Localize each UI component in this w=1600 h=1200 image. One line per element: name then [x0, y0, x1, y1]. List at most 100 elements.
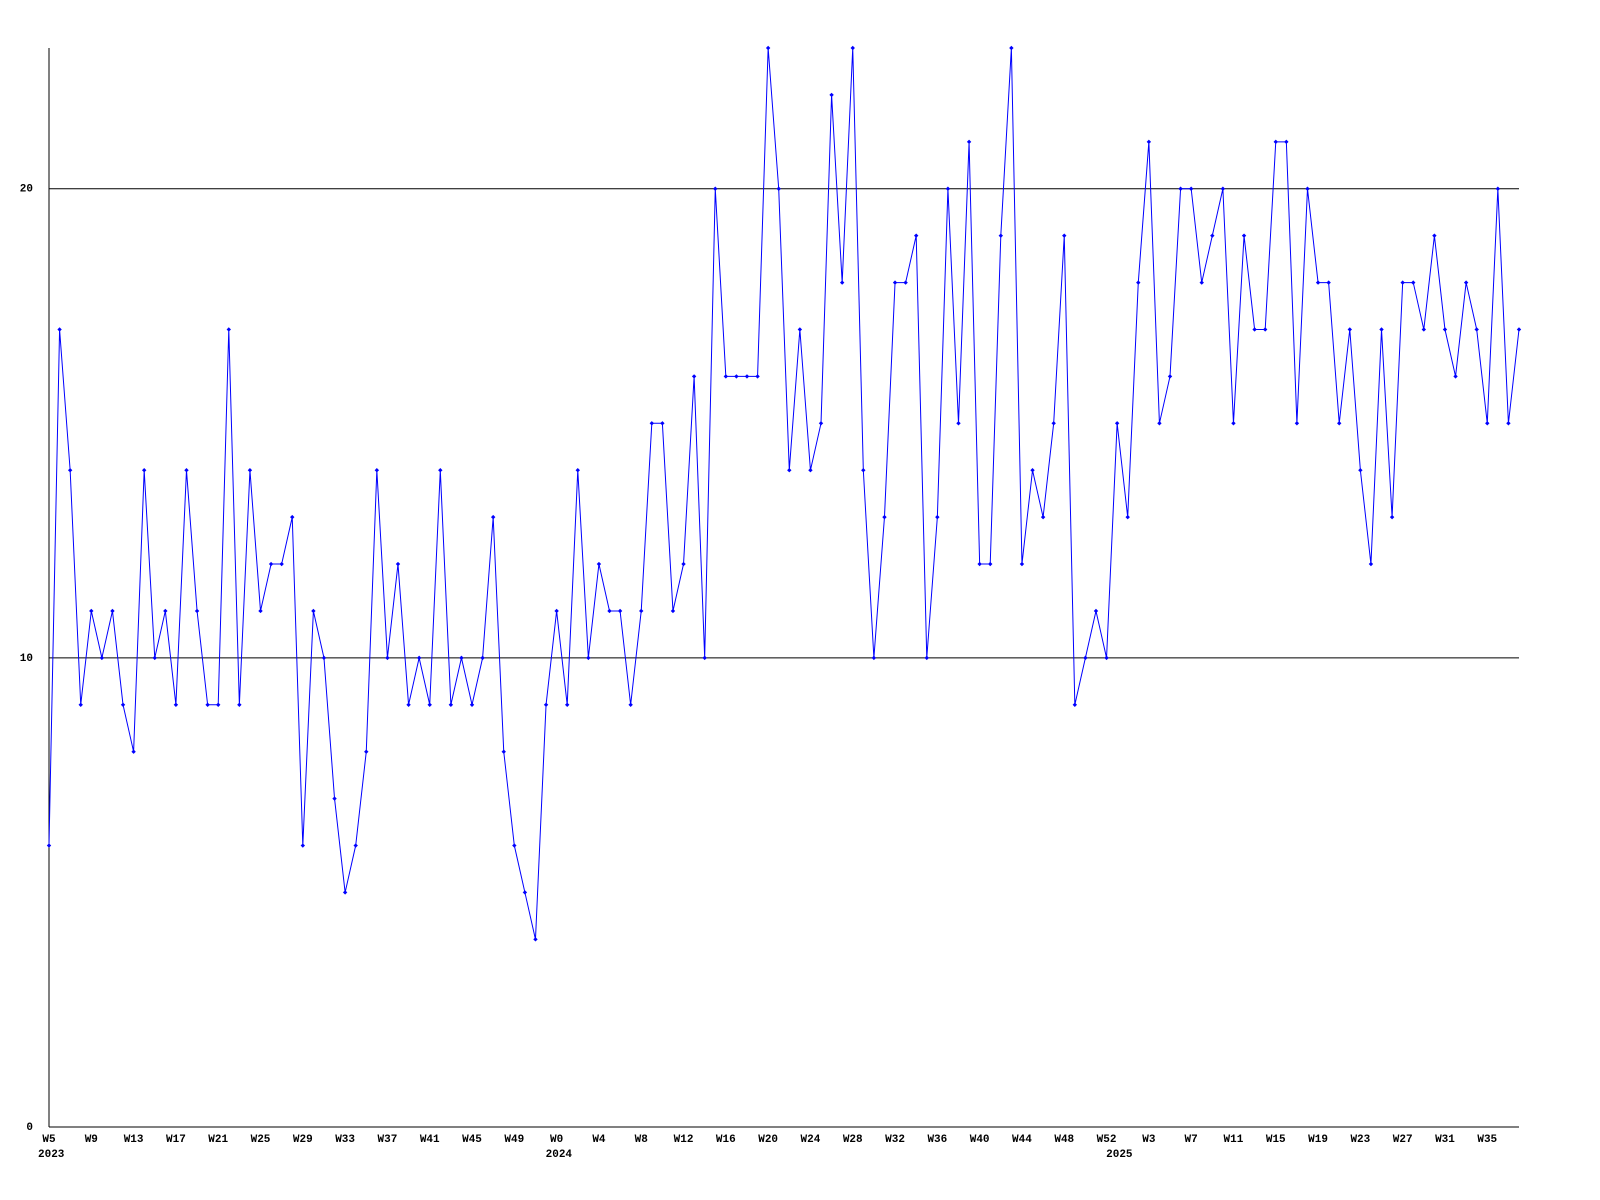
data-point	[1506, 421, 1511, 426]
data-point	[57, 327, 62, 332]
x-tick-label: W52	[1097, 1134, 1117, 1146]
data-point	[1432, 233, 1437, 238]
x-year-label: 2025	[1106, 1149, 1133, 1161]
y-tick-label: 20	[20, 184, 33, 196]
data-point	[1315, 280, 1321, 285]
data-point	[141, 468, 147, 473]
data-point	[99, 655, 105, 661]
data-point	[681, 561, 686, 567]
data-point	[448, 702, 454, 707]
data-point	[1009, 45, 1014, 51]
data-point	[395, 561, 401, 567]
data-point	[490, 514, 496, 520]
x-tick-label: W35	[1477, 1134, 1497, 1146]
x-tick-label: W29	[293, 1134, 313, 1146]
data-point	[1305, 186, 1310, 191]
data-point	[882, 514, 887, 520]
data-point	[808, 468, 813, 473]
data-point	[1294, 421, 1300, 426]
data-point	[1400, 280, 1405, 285]
x-tick-label: W8	[635, 1134, 649, 1146]
x-tick-label: W48	[1054, 1134, 1074, 1146]
data-point	[173, 702, 179, 707]
data-point	[120, 702, 126, 707]
x-tick-label: W5	[42, 1134, 56, 1146]
data-point	[1083, 655, 1088, 661]
data-point	[332, 796, 337, 801]
data-point	[1093, 608, 1099, 614]
data-point	[1072, 702, 1078, 707]
data-point	[163, 608, 168, 614]
x-tick-label: W15	[1266, 1134, 1286, 1146]
x-tick-label: W11	[1224, 1134, 1244, 1146]
data-point	[1495, 186, 1501, 191]
x-tick-label: W36	[927, 1134, 947, 1146]
data-point	[607, 608, 612, 614]
data-point	[818, 421, 824, 426]
x-tick-label: W12	[674, 1134, 694, 1146]
data-point	[321, 655, 327, 661]
data-point	[67, 468, 73, 473]
data-point	[1516, 327, 1522, 332]
x-tick-label: W7	[1185, 1134, 1198, 1146]
x-tick-label: W25	[251, 1134, 271, 1146]
data-point	[966, 139, 972, 145]
data-point	[660, 421, 665, 426]
data-point	[385, 655, 390, 661]
x-tick-label: W28	[843, 1134, 863, 1146]
data-point	[945, 186, 951, 191]
data-point	[268, 561, 274, 567]
data-point	[988, 561, 993, 567]
data-point	[1358, 468, 1363, 473]
data-point	[691, 374, 697, 379]
x-tick-label: W27	[1393, 1134, 1413, 1146]
data-point	[924, 655, 929, 661]
data-point	[543, 702, 549, 707]
data-point	[279, 561, 284, 567]
data-point	[1421, 327, 1427, 332]
data-point	[596, 561, 602, 567]
data-point	[374, 468, 380, 473]
x-tick-label: W0	[550, 1134, 563, 1146]
data-point	[839, 280, 845, 285]
x-tick-label: W45	[462, 1134, 482, 1146]
data-point	[956, 421, 961, 426]
data-point	[787, 468, 792, 473]
data-point	[649, 421, 655, 426]
data-point	[1114, 421, 1120, 426]
x-tick-label: W40	[970, 1134, 990, 1146]
x-tick-label: W37	[378, 1134, 398, 1146]
x-tick-label: W32	[885, 1134, 905, 1146]
data-point	[1411, 280, 1416, 285]
data-point	[184, 468, 189, 473]
data-point	[628, 702, 633, 707]
x-tick-label: W4	[592, 1134, 606, 1146]
x-tick-label: W41	[420, 1134, 440, 1146]
data-point	[46, 843, 52, 848]
data-point	[427, 702, 432, 707]
data-point	[797, 327, 803, 332]
x-tick-label: W9	[85, 1134, 98, 1146]
x-tick-label: W20	[758, 1134, 778, 1146]
data-point	[1262, 327, 1268, 332]
data-point	[194, 608, 200, 614]
data-point	[1463, 280, 1469, 285]
data-point	[237, 702, 242, 707]
data-point	[152, 655, 157, 661]
data-point	[78, 702, 83, 707]
x-tick-label: W24	[801, 1134, 821, 1146]
data-point	[1284, 139, 1289, 145]
data-point	[290, 514, 295, 520]
data-point	[1273, 139, 1278, 145]
data-point	[935, 514, 940, 520]
data-point	[1326, 280, 1331, 285]
data-point	[416, 655, 422, 661]
data-point	[892, 280, 898, 285]
data-point	[512, 843, 517, 848]
data-point	[110, 608, 115, 614]
data-point	[1199, 280, 1204, 285]
data-point	[1485, 421, 1490, 426]
data-point	[353, 843, 358, 848]
